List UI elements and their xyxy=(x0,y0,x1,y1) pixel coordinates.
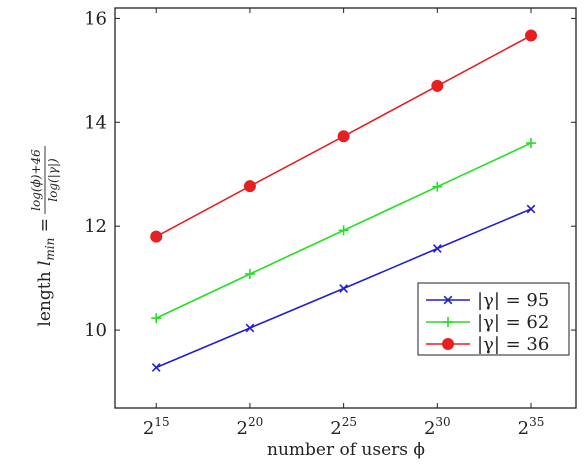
legend: |γ| = 95|γ| = 62|γ| = 36 xyxy=(417,282,570,356)
data-point-b xyxy=(526,204,536,214)
legend-label: |γ| = 36 xyxy=(477,334,549,355)
x-tick-label: 220 xyxy=(237,415,264,439)
data-point xyxy=(431,79,444,92)
data-point xyxy=(525,29,538,42)
x-tick-label: 225 xyxy=(330,415,357,439)
x-tick-label: 230 xyxy=(424,415,451,439)
legend-swatch-marker xyxy=(442,338,454,350)
legend-label: |γ| = 95 xyxy=(477,290,549,311)
y-label-sub: min xyxy=(43,238,57,261)
data-point xyxy=(150,230,163,243)
data-point xyxy=(338,225,349,236)
x-tick-label: 235 xyxy=(518,415,545,439)
x-tick-label: 215 xyxy=(143,415,170,439)
svg-text:length lmin =: length lmin = xyxy=(35,218,57,327)
data-point xyxy=(151,313,162,324)
data-point-b xyxy=(151,363,161,372)
legend-item: |γ| = 62 xyxy=(426,312,549,333)
data-point xyxy=(339,284,348,293)
y-label-numerator: log(ϕ)+46 xyxy=(29,149,43,211)
data-point xyxy=(151,363,161,372)
data-point xyxy=(526,138,537,149)
plot-frame xyxy=(114,7,577,409)
y-tick-label: 14 xyxy=(84,112,107,133)
series-0 xyxy=(151,204,536,372)
legend-swatch-marker xyxy=(443,317,453,327)
legend-swatch-marker xyxy=(443,295,453,305)
y-tick-label: 10 xyxy=(84,320,107,341)
data-point-b xyxy=(245,323,255,333)
data-point xyxy=(244,268,255,279)
data-point xyxy=(432,244,442,253)
y-axis-label: length lmin = log(ϕ)+46 log(|γ|) xyxy=(29,146,60,327)
y-label-var: l xyxy=(35,261,55,266)
y-label-denominator: log(|γ|) xyxy=(46,158,60,202)
data-point-b xyxy=(339,284,348,293)
legend-item: |γ| = 95 xyxy=(426,290,549,311)
y-tick-label: 16 xyxy=(84,8,107,29)
y-label-eq: = xyxy=(35,218,55,238)
series-1 xyxy=(151,138,537,324)
data-point xyxy=(526,204,536,214)
data-point xyxy=(243,180,256,193)
series-2 xyxy=(150,29,538,243)
y-label-prefix: length xyxy=(35,266,55,327)
data-point-b xyxy=(432,244,442,253)
series-layer xyxy=(150,29,538,372)
tick-layer: 215 220 225 230 235 10 12 14 16 xyxy=(84,8,576,439)
data-point xyxy=(337,130,350,143)
data-point xyxy=(432,181,443,192)
y-tick-label: 12 xyxy=(84,216,107,237)
data-point xyxy=(245,323,255,333)
legend-swatch-marker-b xyxy=(443,295,453,305)
legend-label: |γ| = 62 xyxy=(477,312,549,333)
legend-item: |γ| = 36 xyxy=(426,334,549,355)
x-axis-label: number of users ϕ xyxy=(267,440,425,460)
